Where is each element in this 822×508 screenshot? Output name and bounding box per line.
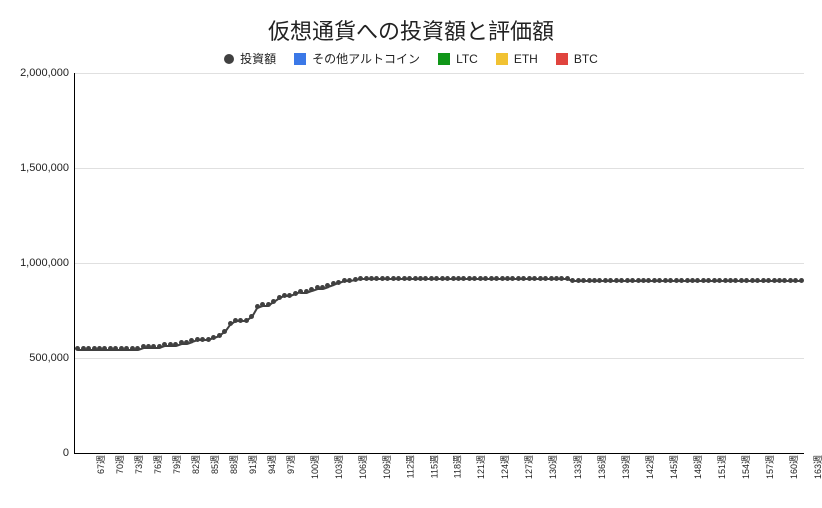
legend-label: ETH	[514, 52, 538, 66]
legend-swatch	[496, 53, 508, 65]
y-tick-label: 1,500,000	[20, 162, 75, 174]
legend-item: その他アルトコイン	[294, 50, 420, 67]
grid-line	[75, 73, 804, 74]
y-tick-label: 0	[63, 447, 75, 459]
legend-swatch	[556, 53, 568, 65]
legend-swatch	[294, 53, 306, 65]
legend-swatch	[224, 54, 234, 64]
legend-item: BTC	[556, 50, 598, 67]
legend-label: 投資額	[240, 50, 276, 67]
plot-area: 67週70週73週76週79週82週85週88週91週94週97週100週103…	[74, 73, 804, 454]
legend-label: その他アルトコイン	[312, 50, 420, 67]
grid-line	[75, 168, 804, 169]
legend-label: BTC	[574, 52, 598, 66]
grid-line	[75, 358, 804, 359]
legend: 投資額 その他アルトコイン LTC ETH BTC	[10, 50, 812, 67]
y-tick-label: 500,000	[29, 352, 75, 364]
y-tick-label: 1,000,000	[20, 257, 75, 269]
legend-label: LTC	[456, 52, 478, 66]
legend-item: LTC	[438, 50, 478, 67]
legend-swatch	[438, 53, 450, 65]
legend-item: ETH	[496, 50, 538, 67]
crypto-investment-chart: 仮想通貨への投資額と評価額 投資額 その他アルトコイン LTC ETH BTC 67週7…	[0, 0, 822, 508]
legend-item: 投資額	[224, 50, 276, 67]
chart-title: 仮想通貨への投資額と評価額	[10, 14, 812, 46]
grid-line	[75, 263, 804, 264]
y-tick-label: 2,000,000	[20, 67, 75, 79]
